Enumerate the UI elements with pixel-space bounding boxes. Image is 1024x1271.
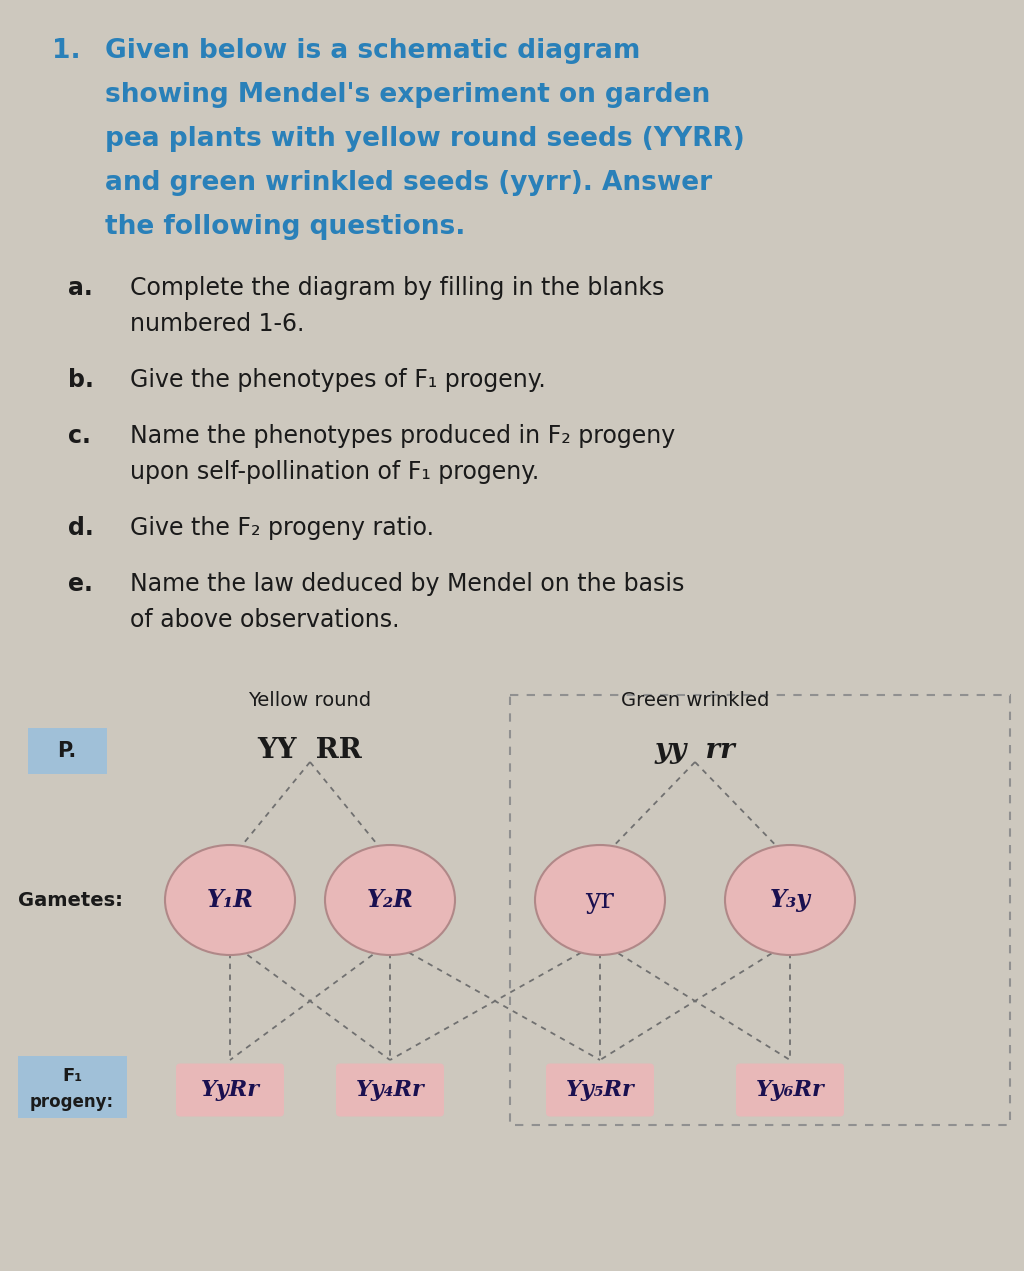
Text: Give the phenotypes of F₁ progeny.: Give the phenotypes of F₁ progeny. bbox=[130, 369, 546, 391]
Text: Yy₆Rr: Yy₆Rr bbox=[756, 1079, 824, 1101]
Text: of above observations.: of above observations. bbox=[130, 608, 399, 632]
Text: Yy₅Rr: Yy₅Rr bbox=[565, 1079, 635, 1101]
Text: Y₁R: Y₁R bbox=[207, 888, 253, 913]
Text: Given below is a schematic diagram: Given below is a schematic diagram bbox=[105, 38, 640, 64]
Ellipse shape bbox=[725, 845, 855, 955]
Text: numbered 1-6.: numbered 1-6. bbox=[130, 311, 304, 336]
Text: 1.: 1. bbox=[52, 38, 81, 64]
FancyBboxPatch shape bbox=[546, 1064, 654, 1116]
FancyBboxPatch shape bbox=[736, 1064, 844, 1116]
FancyBboxPatch shape bbox=[28, 728, 106, 774]
Ellipse shape bbox=[325, 845, 455, 955]
Text: Y₃y: Y₃y bbox=[769, 888, 811, 913]
Text: yy  rr: yy rr bbox=[654, 736, 735, 764]
Text: F₁: F₁ bbox=[61, 1066, 82, 1085]
Text: c.: c. bbox=[68, 425, 91, 447]
FancyBboxPatch shape bbox=[18, 1056, 127, 1118]
Ellipse shape bbox=[165, 845, 295, 955]
Ellipse shape bbox=[535, 845, 665, 955]
Text: a.: a. bbox=[68, 276, 93, 300]
Text: Yy₄Rr: Yy₄Rr bbox=[355, 1079, 424, 1101]
Text: P.: P. bbox=[57, 741, 77, 761]
FancyBboxPatch shape bbox=[176, 1064, 284, 1116]
Text: Y₂R: Y₂R bbox=[367, 888, 414, 913]
Text: progeny:: progeny: bbox=[30, 1093, 114, 1111]
Text: b.: b. bbox=[68, 369, 94, 391]
FancyBboxPatch shape bbox=[336, 1064, 444, 1116]
Text: Complete the diagram by filling in the blanks: Complete the diagram by filling in the b… bbox=[130, 276, 665, 300]
Text: Gametes:: Gametes: bbox=[18, 891, 123, 910]
Text: the following questions.: the following questions. bbox=[105, 214, 465, 240]
Text: pea plants with yellow round seeds (YYRR): pea plants with yellow round seeds (YYRR… bbox=[105, 126, 744, 153]
Text: and green wrinkled seeds (yyrr). Answer: and green wrinkled seeds (yyrr). Answer bbox=[105, 170, 712, 196]
Text: YyRr: YyRr bbox=[201, 1079, 259, 1101]
Text: Name the phenotypes produced in F₂ progeny: Name the phenotypes produced in F₂ proge… bbox=[130, 425, 675, 447]
Text: showing Mendel's experiment on garden: showing Mendel's experiment on garden bbox=[105, 83, 711, 108]
Text: Yellow round: Yellow round bbox=[249, 691, 372, 710]
Text: e.: e. bbox=[68, 572, 93, 596]
Text: yr: yr bbox=[586, 886, 614, 914]
Text: d.: d. bbox=[68, 516, 94, 540]
Text: upon self-pollination of F₁ progeny.: upon self-pollination of F₁ progeny. bbox=[130, 460, 540, 484]
Text: YY  RR: YY RR bbox=[258, 736, 362, 764]
Text: Give the F₂ progeny ratio.: Give the F₂ progeny ratio. bbox=[130, 516, 434, 540]
Text: Green wrinkled: Green wrinkled bbox=[621, 691, 769, 710]
Text: Name the law deduced by Mendel on the basis: Name the law deduced by Mendel on the ba… bbox=[130, 572, 684, 596]
Bar bbox=[510, 695, 1010, 1125]
